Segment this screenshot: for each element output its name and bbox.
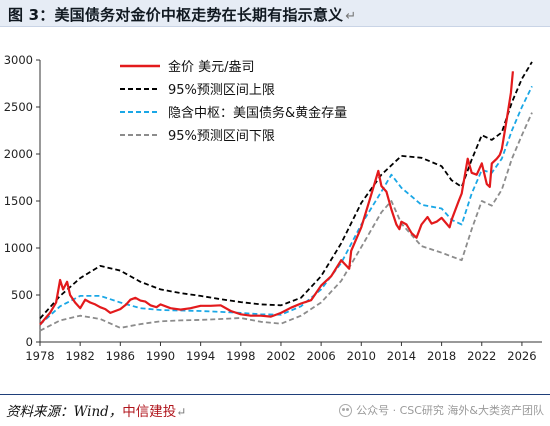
series-line-3 [39,112,533,332]
source-return-mark-icon: ↵ [176,405,187,419]
title-bar: 图 3：美国债务对金价中枢走势在长期有指示意义 ↵ [0,0,550,27]
source-prefix: 资料来源：Wind， [6,404,123,420]
y-tick-label: 1500 [4,194,33,208]
footer-divider [0,394,550,395]
x-tick-label: 1982 [66,349,95,363]
watermark-text: 公众号 · CSC研究 海外&大类资产团队 [356,404,544,417]
x-tick-label: 2002 [266,349,295,363]
legend-label-3: 95%预测区间下限 [168,129,275,144]
series-layer [39,61,533,332]
wechat-icon [339,403,353,417]
return-mark-icon: ↵ [345,9,357,24]
x-tick-label: 2018 [427,349,456,363]
x-tick-label: 1994 [186,349,215,363]
x-tick-label: 1978 [25,349,54,363]
x-tick-label: 2014 [387,349,416,363]
series-line-0 [39,71,514,326]
x-tick-label: 2006 [306,349,335,363]
legend-label-0: 金价 美元/盎司 [168,59,255,75]
y-tick-label: 3000 [4,53,33,67]
x-tick-label: 1986 [106,349,135,363]
series-line-1 [39,61,533,320]
chart: 0 500 1000 1500 2000 2500 3000 1978 1982 1986 1990… [4,53,542,363]
y-tick-label: 2500 [4,100,33,114]
x-tick-label: 2026 [507,349,536,363]
x-tick-label: 1990 [146,349,175,363]
y-tick-label: 0 [26,335,33,349]
axis-layer: 0 500 1000 1500 2000 2500 3000 1978 1982 1986 1990… [4,53,542,363]
y-tick-label: 1000 [4,241,33,255]
source-brand: 中信建投 [122,404,177,420]
x-tick-label: 2010 [347,349,376,363]
series-line-2 [39,85,533,326]
x-tick-label: 1998 [226,349,255,363]
legend-label-1: 95%预测区间上限 [168,83,275,98]
watermark: 公众号 · CSC研究 海外&大类资产团队 [339,402,544,418]
chart-title: 图 3：美国债务对金价中枢走势在长期有指示意义 ↵ [8,4,356,25]
source-note: 资料来源：Wind，中信建投↵ [6,400,186,420]
y-tick-label: 2000 [4,147,33,161]
x-tick-label: 2022 [467,349,496,363]
y-tick-label: 500 [11,288,33,302]
legend-label-2: 隐含中枢：美国债务&黄金存量 [168,105,347,121]
chart-title-text: 图 3：美国债务对金价中枢走势在长期有指示意义 [8,6,344,24]
